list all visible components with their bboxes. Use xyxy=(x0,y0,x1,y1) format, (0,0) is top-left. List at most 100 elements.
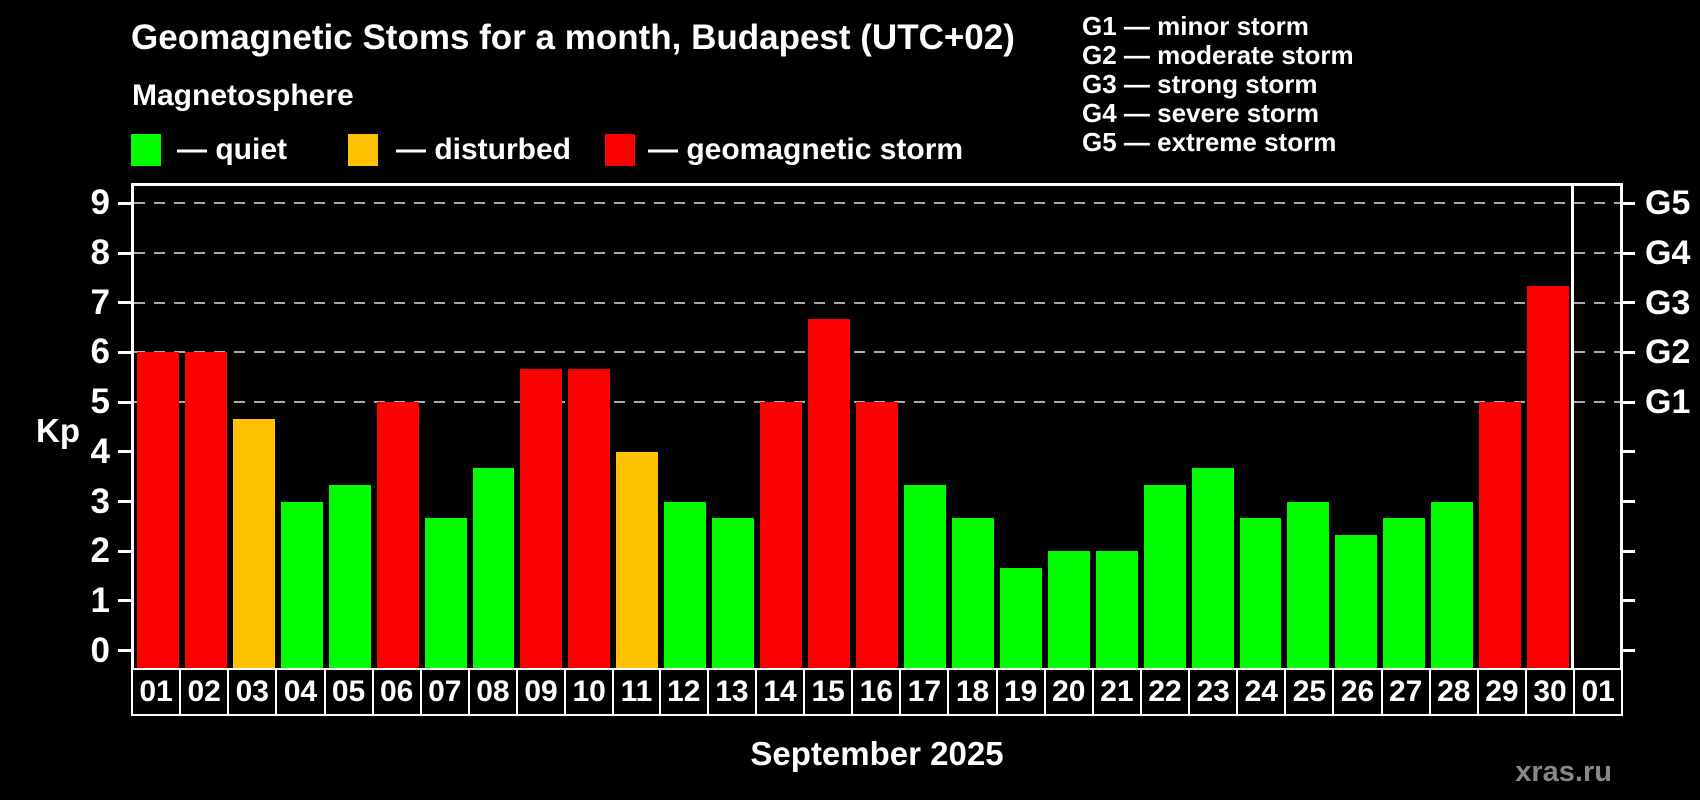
day-cell-13: 13 xyxy=(706,668,757,716)
bar-day-29 xyxy=(1479,402,1522,668)
gridline-kp6 xyxy=(134,351,1620,354)
y-axis-tick-right-3 xyxy=(1620,500,1635,503)
day-cell-01: 01 xyxy=(131,668,182,716)
day-cell-15: 15 xyxy=(803,668,854,716)
day-cell-05: 05 xyxy=(323,668,374,716)
y-axis-tick-left-5 xyxy=(118,400,131,404)
legend-label-storm: — geomagnetic storm xyxy=(648,133,964,166)
bar-day-26 xyxy=(1335,534,1378,668)
day-cell-29: 29 xyxy=(1476,668,1527,716)
y-axis-tick-right-9 xyxy=(1620,201,1635,205)
x-axis-title: September 2025 xyxy=(750,735,1004,772)
day-cell-17: 17 xyxy=(899,668,950,716)
day-cell-14: 14 xyxy=(754,668,806,716)
bar-day-06 xyxy=(376,402,419,668)
bar-day-19 xyxy=(999,567,1042,668)
g-scale-line-g5: G5 — extreme storm xyxy=(1082,127,1337,157)
bar-day-27 xyxy=(1383,517,1426,668)
y-axis-label-3: 3 xyxy=(90,481,110,521)
day-cell-30: 30 xyxy=(1524,668,1576,716)
day-cell-07: 07 xyxy=(419,668,470,716)
bar-day-25 xyxy=(1287,501,1330,668)
bar-day-18 xyxy=(951,517,994,668)
bar-day-15 xyxy=(808,319,851,668)
y-axis-label-4: 4 xyxy=(90,431,110,471)
g-axis-label-g2: G2 xyxy=(1645,333,1691,372)
legend-label-disturbed: — disturbed xyxy=(396,133,572,166)
plot-area xyxy=(131,183,1623,668)
day-cell-20: 20 xyxy=(1043,668,1094,716)
y-axis-label-9: 9 xyxy=(90,183,110,223)
y-axis-tick-right-7 xyxy=(1620,301,1635,305)
day-cell-27: 27 xyxy=(1380,668,1431,716)
bar-day-14 xyxy=(760,402,803,668)
day-cell-03: 03 xyxy=(227,668,278,716)
g-axis-label-g4: G4 xyxy=(1645,234,1691,272)
y-axis-tick-right-8 xyxy=(1620,251,1635,255)
y-axis-tick-right-2 xyxy=(1620,549,1635,553)
bar-day-30 xyxy=(1527,286,1570,668)
legend-swatch-quiet xyxy=(131,134,161,166)
y-axis-label-8: 8 xyxy=(90,233,110,272)
g-scale-line-g4: G4 — severe storm xyxy=(1082,98,1320,128)
day-cell-08: 08 xyxy=(467,668,518,716)
g-scale-line-g3: G3 — strong storm xyxy=(1082,69,1318,99)
y-axis-tick-left-9 xyxy=(118,201,131,205)
gridline-kp5 xyxy=(134,401,1620,404)
y-axis-tick-right-4 xyxy=(1620,450,1635,454)
chart-title: Geomagnetic Stoms for a month, Budapest … xyxy=(131,18,1015,57)
g-axis-label-g1: G1 xyxy=(1645,383,1691,422)
day-cell-26: 26 xyxy=(1332,668,1383,716)
g-axis-label-g5: G5 xyxy=(1645,184,1691,223)
bar-day-20 xyxy=(1047,551,1090,668)
y-axis-tick-right-1 xyxy=(1620,599,1635,603)
day-cell-18: 18 xyxy=(947,668,998,716)
gridline-kp8 xyxy=(134,252,1620,254)
day-cell-01-next-month: 01 xyxy=(1573,668,1624,716)
bar-day-16 xyxy=(856,402,898,668)
y-axis-tick-left-6 xyxy=(118,350,131,354)
bar-day-21 xyxy=(1095,551,1138,668)
day-cell-06: 06 xyxy=(371,668,422,716)
y-axis-tick-left-4 xyxy=(118,450,131,454)
bar-day-01 xyxy=(137,352,179,668)
day-cell-19: 19 xyxy=(995,668,1046,716)
day-cell-21: 21 xyxy=(1091,668,1142,716)
x-axis-day-labels: 01 02 03 04 05 06 07 08 09 10 11 12 13 14 15 16 17 18 19 20… xyxy=(131,668,1624,716)
y-axis-label-2: 2 xyxy=(90,531,110,571)
bar-day-11 xyxy=(616,451,659,668)
y-axis-tick-right-5 xyxy=(1620,400,1635,404)
y-axis-label-1: 1 xyxy=(90,580,110,620)
watermark: xras.ru xyxy=(1515,756,1612,788)
g-scale-line-g2: G2 — moderate storm xyxy=(1082,40,1354,70)
gridline-kp7 xyxy=(134,301,1620,304)
day-cell-02: 02 xyxy=(179,668,230,716)
y-axis-tick-right-6 xyxy=(1620,350,1635,354)
legend-swatch-storm xyxy=(605,134,635,166)
day-cell-24: 24 xyxy=(1236,668,1287,716)
day-cell-16: 16 xyxy=(851,668,902,716)
plot-inner xyxy=(134,186,1620,668)
bar-day-12 xyxy=(664,501,707,668)
legend-title: Magnetosphere xyxy=(132,79,354,112)
bar-day-23 xyxy=(1191,468,1234,668)
y-axis-label-5: 5 xyxy=(90,382,110,422)
y-axis-label-6: 6 xyxy=(90,332,110,372)
bar-day-03 xyxy=(232,418,275,668)
y-axis-label-0: 0 xyxy=(90,630,110,670)
g-axis-label-g3: G3 xyxy=(1645,283,1691,322)
legend-swatch-disturbed xyxy=(348,134,378,166)
day-cell-25: 25 xyxy=(1284,668,1335,716)
y-axis-tick-left-2 xyxy=(118,549,131,553)
bar-day-05 xyxy=(328,485,371,668)
y-axis-tick-left-8 xyxy=(118,251,131,255)
bar-day-13 xyxy=(712,517,755,668)
month-separator-line xyxy=(1570,186,1574,668)
bar-day-02 xyxy=(184,352,227,668)
bar-day-28 xyxy=(1431,501,1474,668)
bar-day-04 xyxy=(280,501,323,668)
y-axis-tick-left-7 xyxy=(118,301,131,305)
bar-day-09 xyxy=(520,368,563,668)
day-cell-10: 10 xyxy=(564,668,615,716)
y-axis-label-7: 7 xyxy=(90,282,110,322)
